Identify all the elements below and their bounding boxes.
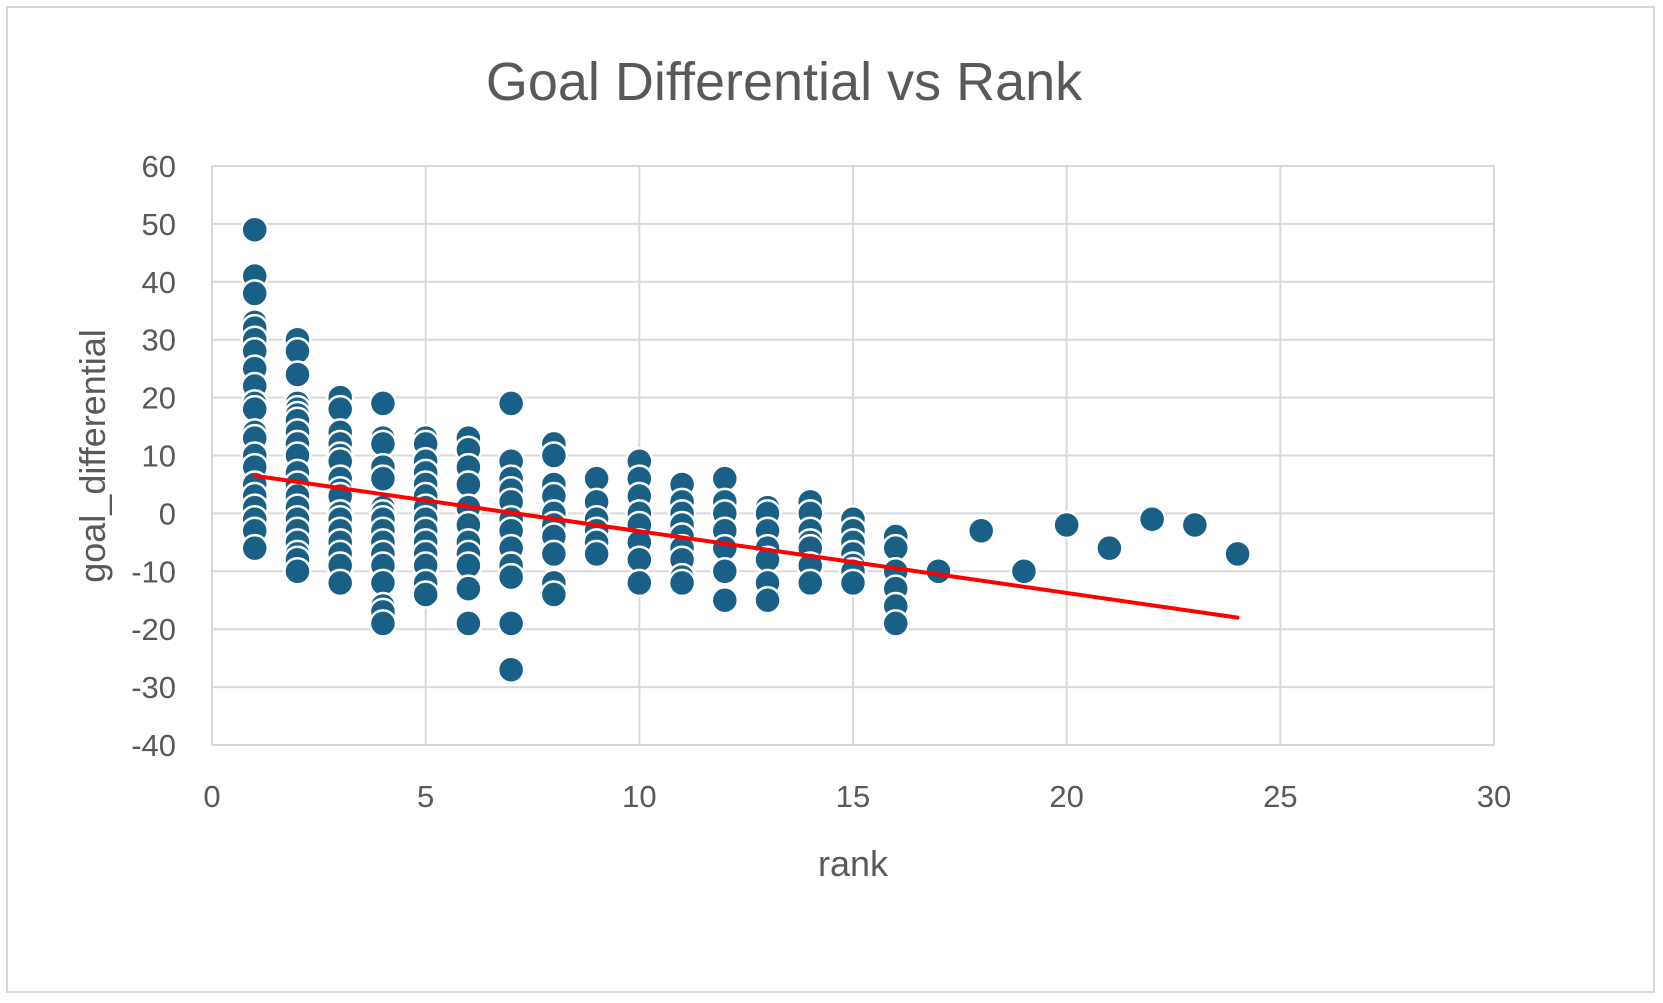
data-point xyxy=(539,580,569,609)
data-point xyxy=(710,557,740,586)
data-point xyxy=(625,568,654,598)
points-layer xyxy=(240,215,1252,684)
data-point xyxy=(1009,557,1039,586)
data-point xyxy=(240,279,269,308)
data-point xyxy=(454,609,483,638)
y-tick-labels: 60 50 40 30 20 10 0 -10 -20 -30 -40 xyxy=(131,149,176,763)
data-point xyxy=(283,360,312,389)
x-tick-label: 25 xyxy=(1263,779,1297,814)
data-point xyxy=(838,568,868,598)
data-point xyxy=(710,586,740,615)
trendline xyxy=(252,473,1240,620)
x-tick-label: 20 xyxy=(1049,779,1083,814)
data-point xyxy=(539,539,569,569)
data-point xyxy=(496,609,526,638)
chart-frame: Goal Differential vs Rank 0 5 10 15 20 25 30 6… xyxy=(6,6,1655,993)
x-tick-label: 5 xyxy=(417,779,434,814)
y-tick-label: -40 xyxy=(131,728,176,763)
data-point xyxy=(881,609,910,638)
data-point xyxy=(496,655,526,684)
data-point xyxy=(667,568,697,598)
y-tick-label: -30 xyxy=(131,670,176,705)
data-point xyxy=(1180,510,1210,540)
data-point xyxy=(753,586,782,615)
data-point xyxy=(368,389,398,418)
data-point xyxy=(240,215,269,244)
y-tick-label: 10 xyxy=(142,439,176,474)
data-point xyxy=(496,389,526,418)
y-tick-label: 60 xyxy=(142,149,176,184)
y-tick-label: 30 xyxy=(142,323,176,358)
data-point xyxy=(1137,504,1167,534)
y-tick-label: 40 xyxy=(142,265,176,300)
data-point xyxy=(240,533,269,563)
data-point xyxy=(283,557,312,586)
data-point xyxy=(539,441,569,470)
scatter-chart: Goal Differential vs Rank 0 5 10 15 20 25 30 6… xyxy=(72,52,1511,884)
y-axis-title: goal_differential xyxy=(72,329,113,583)
x-tick-label: 0 xyxy=(203,779,220,814)
x-axis-title: rank xyxy=(818,843,889,884)
y-tick-label: 20 xyxy=(142,381,176,416)
data-point xyxy=(368,464,398,493)
y-tick-label: 50 xyxy=(142,207,176,242)
trend-layer xyxy=(252,473,1240,620)
x-tick-label: 15 xyxy=(836,779,870,814)
data-point xyxy=(496,562,526,592)
data-point xyxy=(368,609,398,638)
data-point xyxy=(796,568,825,598)
x-tick-label: 30 xyxy=(1477,779,1511,814)
data-point xyxy=(966,516,996,546)
x-tick-label: 10 xyxy=(622,779,656,814)
y-tick-label: -10 xyxy=(131,554,176,589)
chart-title: Goal Differential vs Rank xyxy=(486,52,1083,112)
data-point xyxy=(411,580,440,609)
data-point xyxy=(1095,533,1124,563)
y-tick-label: -20 xyxy=(131,612,176,647)
data-point xyxy=(1052,510,1081,540)
data-point xyxy=(1223,539,1252,569)
data-point xyxy=(454,574,483,603)
x-tick-labels: 0 5 10 15 20 25 30 xyxy=(203,779,1511,814)
data-point xyxy=(582,539,611,569)
grid-layer xyxy=(211,165,1495,746)
data-point xyxy=(325,568,355,598)
y-tick-label: 0 xyxy=(159,496,176,531)
